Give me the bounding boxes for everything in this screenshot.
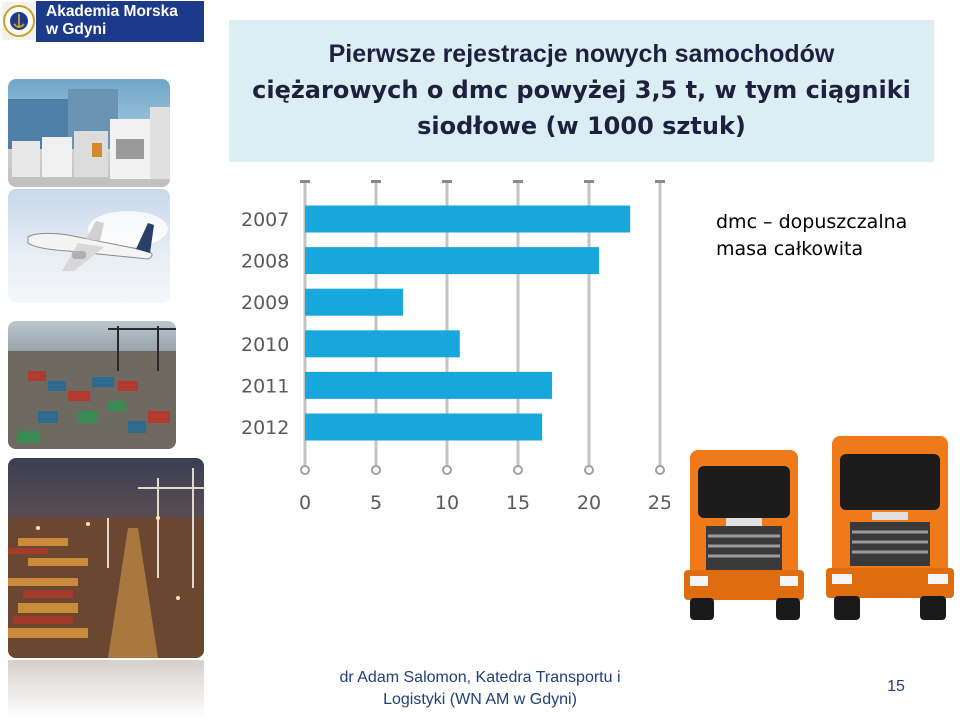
page-number: 15 (887, 678, 905, 695)
truck-left (684, 450, 804, 620)
port-night-photo (8, 458, 204, 658)
x-tick-label: 15 (506, 492, 530, 514)
logo: Akademia Morska w Gdyni (0, 0, 205, 43)
truck-right (826, 436, 954, 620)
category-label-2008: 2008 (241, 251, 289, 273)
photo-reflection (8, 660, 204, 718)
gridline-cap-10 (442, 180, 452, 183)
airplane-photo (8, 189, 170, 303)
category-label-2010: 2010 (241, 334, 289, 356)
gridline-cap-20 (584, 180, 594, 183)
gridline-marker-5 (371, 465, 381, 475)
x-tick-label: 25 (648, 492, 670, 514)
bar-2009 (305, 288, 403, 316)
logo-seal-icon (2, 2, 36, 40)
title-line-2: ciężarowych o dmc powyżej 3,5 t, w tym c… (252, 76, 911, 104)
bar-2011 (305, 371, 553, 399)
title-background (229, 20, 934, 162)
gridline-marker-10 (442, 465, 452, 475)
bar-chart: 2007 2008 2009 2010 2011 2012 0 5 10 15 20 25 (241, 180, 670, 514)
category-label-2012: 2012 (241, 417, 289, 439)
bar-2008 (305, 247, 599, 275)
gridline-marker-15 (513, 465, 523, 475)
slide-title: Pierwsze rejestracje nowych samochodów c… (229, 36, 934, 144)
gridline-marker-20 (584, 465, 594, 475)
container-port-photo (8, 321, 176, 449)
x-tick-label: 20 (577, 492, 601, 514)
category-label-2009: 2009 (241, 292, 289, 314)
daf-trucks-photo (676, 430, 960, 626)
gridline-cap-5 (371, 180, 381, 183)
bar-2010 (305, 330, 460, 358)
footer-author: dr Adam Salomon, Katedra Transportu i Lo… (339, 669, 621, 708)
logo-banner (36, 1, 204, 42)
bar-2012 (305, 413, 543, 441)
gridline-marker-25 (655, 465, 665, 475)
gridline-cap-0 (300, 180, 310, 183)
x-tick-label: 0 (299, 492, 311, 514)
trucks-photo (8, 79, 170, 187)
logo-text: Akademia Morska w Gdyni (46, 3, 178, 38)
category-label-2007: 2007 (241, 209, 289, 231)
category-label-2011: 2011 (241, 375, 289, 397)
x-tick-label: 5 (370, 492, 382, 514)
dmc-note: dmc – dopuszczalna masa całkowita (716, 211, 908, 260)
bar-2007 (305, 205, 631, 233)
title-line-3: siodłowe (w 1000 sztuk) (417, 112, 746, 140)
gridline-cap-15 (513, 180, 523, 183)
gridline-cap-25 (655, 180, 665, 183)
title-line-1: Pierwsze rejestracje nowych samochodów (328, 40, 835, 68)
x-tick-label: 10 (435, 492, 459, 514)
gridline-marker-0 (300, 465, 310, 475)
